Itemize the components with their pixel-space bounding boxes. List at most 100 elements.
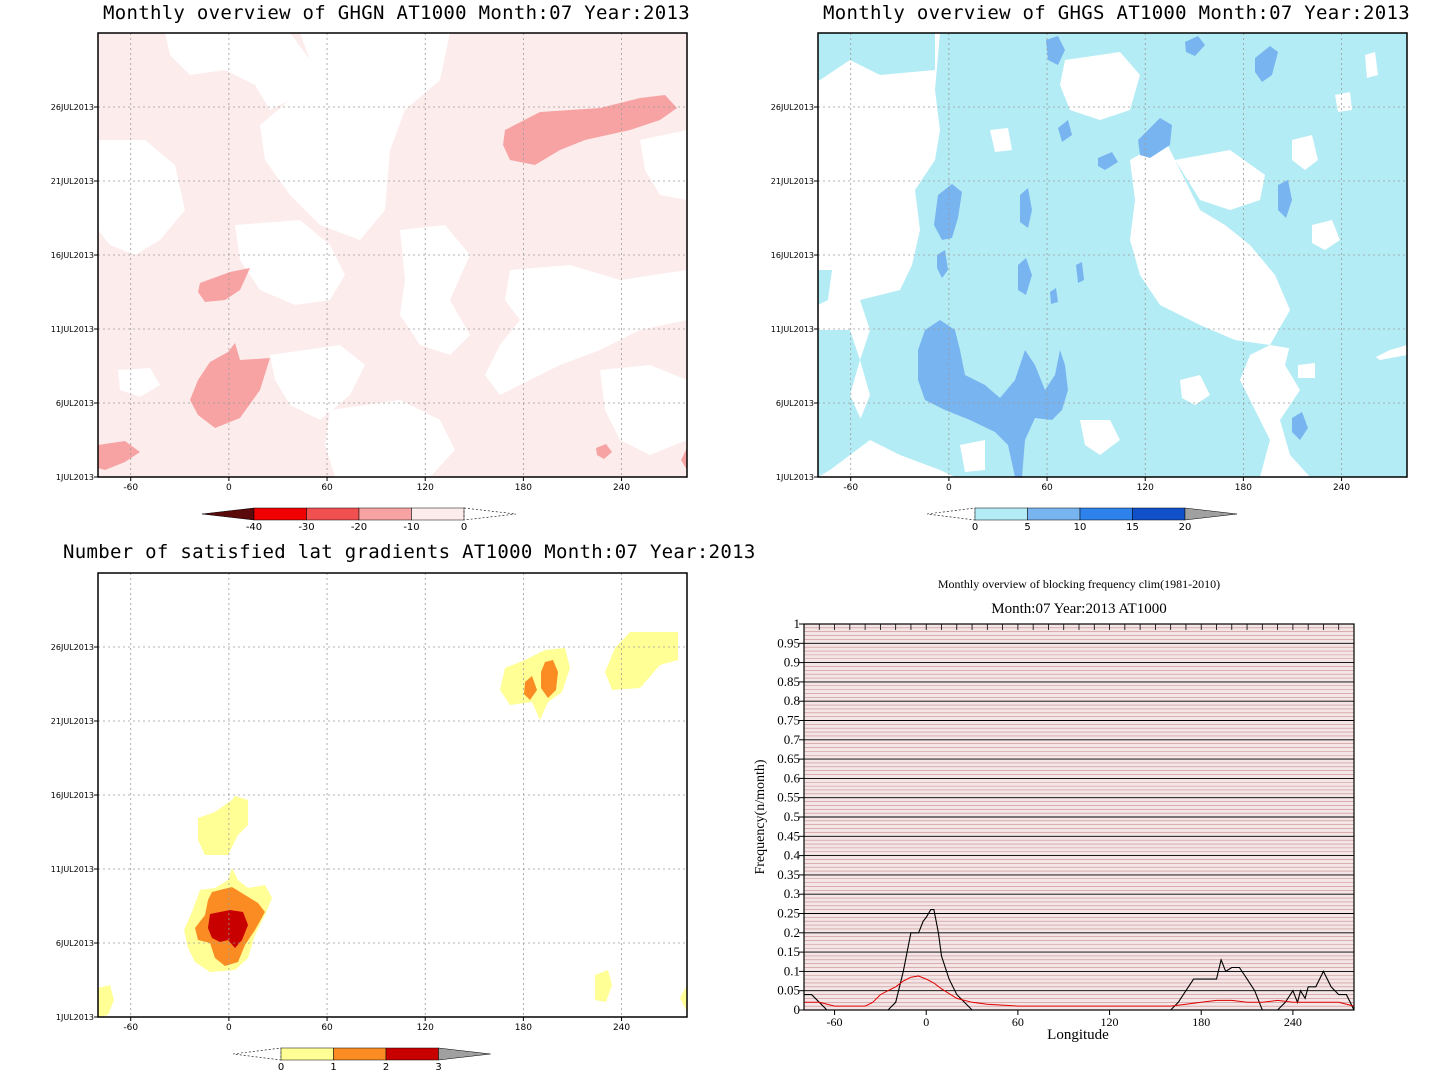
y-tick-label: 0.7 <box>784 732 801 747</box>
ghgn-white-region <box>485 265 687 395</box>
ghgs-white-region <box>1080 420 1120 455</box>
x-tick-label: 120 <box>417 483 434 493</box>
ghgs-blue-region <box>1046 36 1065 65</box>
colorbar-label: 1 <box>330 1062 336 1073</box>
x-tick-label: -60 <box>827 1015 843 1029</box>
ghgs-blue-region <box>1278 180 1292 218</box>
ghgn-white-region <box>235 220 345 305</box>
y-tick-label: 1JUL2013 <box>56 1013 94 1022</box>
y-tick-label: 0.5 <box>784 809 800 824</box>
ghgn-pink-region <box>681 448 687 470</box>
ghgn-white-region <box>325 400 455 477</box>
y-tick-label: 1JUL2013 <box>776 473 814 482</box>
y-tick-label: 0.8 <box>784 693 800 708</box>
ghgn-pink-region <box>190 343 270 428</box>
colorbar-label: 0 <box>972 522 978 533</box>
ghgs-white-region <box>1175 150 1265 210</box>
x-tick-label: 60 <box>1041 483 1053 493</box>
ghgs-blue-region <box>1138 118 1172 158</box>
ghgs-white-region <box>1312 220 1340 250</box>
lat-gradients-yellow-region <box>595 970 612 1002</box>
y-tick-label: 11JUL2013 <box>51 325 94 334</box>
ghgs-white-region <box>1292 135 1318 170</box>
lat-gradients-yellow-region <box>198 796 248 855</box>
x-tick-label: 180 <box>1235 483 1252 493</box>
ghgs-blue-region <box>1292 412 1308 440</box>
colorbar-label: -30 <box>298 522 314 533</box>
y-tick-label: 0.4 <box>784 848 801 863</box>
y-tick-label: 6JUL2013 <box>56 399 94 408</box>
panel3-title: Number of satisfied lat gradients AT1000… <box>63 541 756 563</box>
colorbar-end-triangle <box>1184 507 1238 521</box>
y-tick-label: 0.35 <box>777 867 800 882</box>
colorbar-swatch <box>1027 507 1081 521</box>
y-tick-label: 11JUL2013 <box>51 865 94 874</box>
ghgn-white-region <box>600 365 687 455</box>
blocking-x-axis-label: Longitude <box>1047 1027 1109 1043</box>
y-tick-label: 0.05 <box>777 983 800 998</box>
colorbar-label: 3 <box>435 1062 441 1073</box>
ghgs-white-region <box>1060 52 1140 120</box>
y-tick-label: 21JUL2013 <box>51 177 94 186</box>
ghgn-white-region <box>540 322 592 352</box>
y-tick-label: 0.3 <box>784 886 800 901</box>
ghgn-white-region <box>400 225 470 355</box>
colorbar-swatch <box>1079 507 1133 521</box>
panel1-title: Monthly overview of GHGN AT1000 Month:07… <box>103 2 690 24</box>
y-tick-label: 1JUL2013 <box>56 473 94 482</box>
ghgs-blue-region <box>937 250 948 278</box>
colorbar-end-triangle <box>201 507 255 521</box>
ghgn-white-region <box>165 33 310 110</box>
colorbar-label: 5 <box>1024 522 1030 533</box>
y-tick-label: 0.2 <box>784 925 800 940</box>
ghgn-white-region <box>98 140 185 255</box>
y-tick-label: 0.95 <box>777 635 800 650</box>
ghgs-cyan-region <box>818 33 935 80</box>
x-tick-label: 240 <box>1284 1015 1302 1029</box>
x-tick-label: 240 <box>1333 483 1350 493</box>
x-tick-label: 120 <box>417 1023 434 1033</box>
y-tick-label: 0.1 <box>784 963 800 978</box>
y-tick-label: 16JUL2013 <box>51 251 94 260</box>
colorbar-end-triangle <box>463 507 517 521</box>
ghgs-white-region <box>960 440 985 472</box>
x-tick-label: 60 <box>1012 1015 1024 1029</box>
y-tick-label: 0.45 <box>777 828 800 843</box>
ghgs-white-region <box>1365 52 1378 78</box>
ghgs-white-region <box>1298 363 1315 378</box>
blocking-frequency-chart: Monthly overview of blocking frequency c… <box>753 577 1355 1043</box>
ghgn-heatmap: -60 0 60 120 180 240 1JUL2013 6JUL2013 11JUL2013… <box>51 32 688 533</box>
ghgs-cyan-region <box>1280 340 1407 477</box>
colorbar-label: 0 <box>461 522 467 533</box>
colorbar-label: 15 <box>1126 522 1139 533</box>
colorbar-swatch <box>253 507 307 521</box>
colorbar-label: -40 <box>246 522 262 533</box>
x-tick-label: -60 <box>843 483 858 493</box>
lat-gradients-heatmap: -60 0 60 120 180 2401JUL20136JUL201311JUL2013… <box>51 572 688 1073</box>
ghgs-blue-region <box>1098 152 1118 170</box>
ghgs-blue-region <box>1185 36 1205 56</box>
ghgn-white-region <box>270 345 365 420</box>
y-tick-label: 11JUL2013 <box>771 325 814 334</box>
ghgs-blue-region <box>1076 262 1084 283</box>
x-tick-label: -60 <box>123 1023 138 1033</box>
lat-gradients-yellow-region <box>98 985 114 1017</box>
blocking-chart-title: Monthly overview of blocking frequency c… <box>938 577 1220 591</box>
ghgs-blue-region <box>918 320 1068 477</box>
y-tick-label: 16JUL2013 <box>771 251 814 260</box>
colorbar-swatch <box>974 507 1028 521</box>
ghgn-white-region <box>640 130 687 200</box>
x-tick-label: 0 <box>923 1015 929 1029</box>
lat-gradients-yellow-region <box>680 985 687 1012</box>
x-tick-label: 240 <box>613 1023 630 1033</box>
x-tick-label: 180 <box>1192 1015 1210 1029</box>
ghgn-pink-region <box>596 444 612 459</box>
y-tick-label: 0.85 <box>777 674 800 689</box>
ghgn-white-region <box>260 33 450 240</box>
x-tick-label: 240 <box>613 483 630 493</box>
y-tick-label: 26JUL2013 <box>771 103 814 112</box>
y-tick-label: 0.75 <box>777 713 800 728</box>
colorbar-swatch <box>333 1047 387 1061</box>
y-tick-label: 0.55 <box>777 790 800 805</box>
lat-gradients-yellow-region <box>605 632 678 690</box>
